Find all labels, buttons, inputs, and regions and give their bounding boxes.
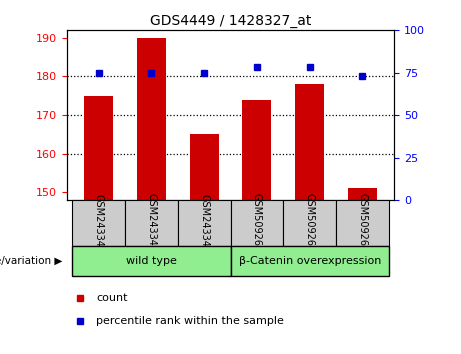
Bar [336,200,389,246]
Text: wild type: wild type [126,256,177,266]
Bar [72,200,125,246]
Bar [189,135,219,200]
Bar [230,200,284,246]
Title: GDS4449 / 1428327_at: GDS4449 / 1428327_at [150,14,311,28]
Bar [84,96,113,200]
Bar [230,246,389,276]
Text: GSM243347: GSM243347 [146,193,156,253]
Text: GSM243346: GSM243346 [94,194,104,252]
Text: genotype/variation ▶: genotype/variation ▶ [0,256,62,266]
Text: β-Catenin overexpression: β-Catenin overexpression [238,256,381,266]
Text: percentile rank within the sample: percentile rank within the sample [96,316,284,326]
Bar [284,200,336,246]
Bar [137,38,166,200]
Text: GSM243348: GSM243348 [199,194,209,252]
Bar [348,188,377,200]
Bar [295,84,324,200]
Text: GSM509262: GSM509262 [357,193,367,253]
Bar [242,99,272,200]
Text: count: count [96,293,128,303]
Bar [177,200,230,246]
Text: GSM509260: GSM509260 [252,193,262,253]
Text: GSM509261: GSM509261 [305,193,315,253]
Bar [125,200,177,246]
Bar [72,246,230,276]
